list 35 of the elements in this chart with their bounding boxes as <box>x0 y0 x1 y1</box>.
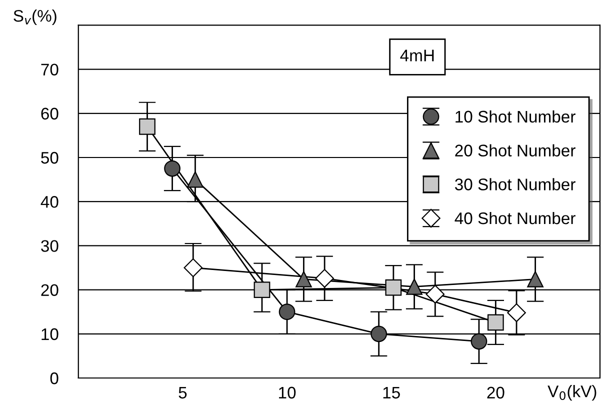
point <box>370 326 388 342</box>
x-tick-label: 20 <box>487 386 504 399</box>
point <box>507 303 526 322</box>
x-tick-label: 15 <box>383 386 400 399</box>
legend-label: 20 Shot Number <box>455 144 576 156</box>
y-tick-label: 10 <box>42 328 58 340</box>
y-tick-label: 40 <box>40 196 58 208</box>
point <box>139 118 156 135</box>
point <box>187 171 204 188</box>
annotation: 4mH <box>400 50 434 62</box>
point <box>296 271 312 288</box>
point <box>406 278 422 295</box>
x-tick-label: 5 <box>178 386 187 399</box>
y-tick-label: 30 <box>41 240 58 252</box>
y-tick-label: 20 <box>41 284 58 296</box>
point <box>470 333 488 350</box>
point <box>254 282 270 298</box>
point <box>164 160 180 177</box>
x-tick-label: 10 <box>279 386 296 399</box>
legend-label: 10 Shot Number <box>456 110 576 123</box>
point <box>278 304 296 320</box>
y-tick-label: 70 <box>41 64 58 76</box>
y-axis-title: S$_{v}$(%) <box>14 10 56 26</box>
point <box>385 279 402 296</box>
x-axis-title: V$_{0}$(kV) <box>548 385 596 401</box>
y-tick-label: 50 <box>41 152 58 164</box>
point <box>184 258 203 278</box>
point <box>315 268 334 288</box>
y-tick-label: 60 <box>41 108 58 120</box>
y-tick-label: 0 <box>50 372 58 384</box>
point <box>426 284 445 304</box>
legend-label: 40 Shot Number <box>454 212 576 224</box>
legend-label: 30 Shot Number <box>454 178 576 190</box>
point <box>487 314 504 331</box>
point <box>527 271 544 288</box>
